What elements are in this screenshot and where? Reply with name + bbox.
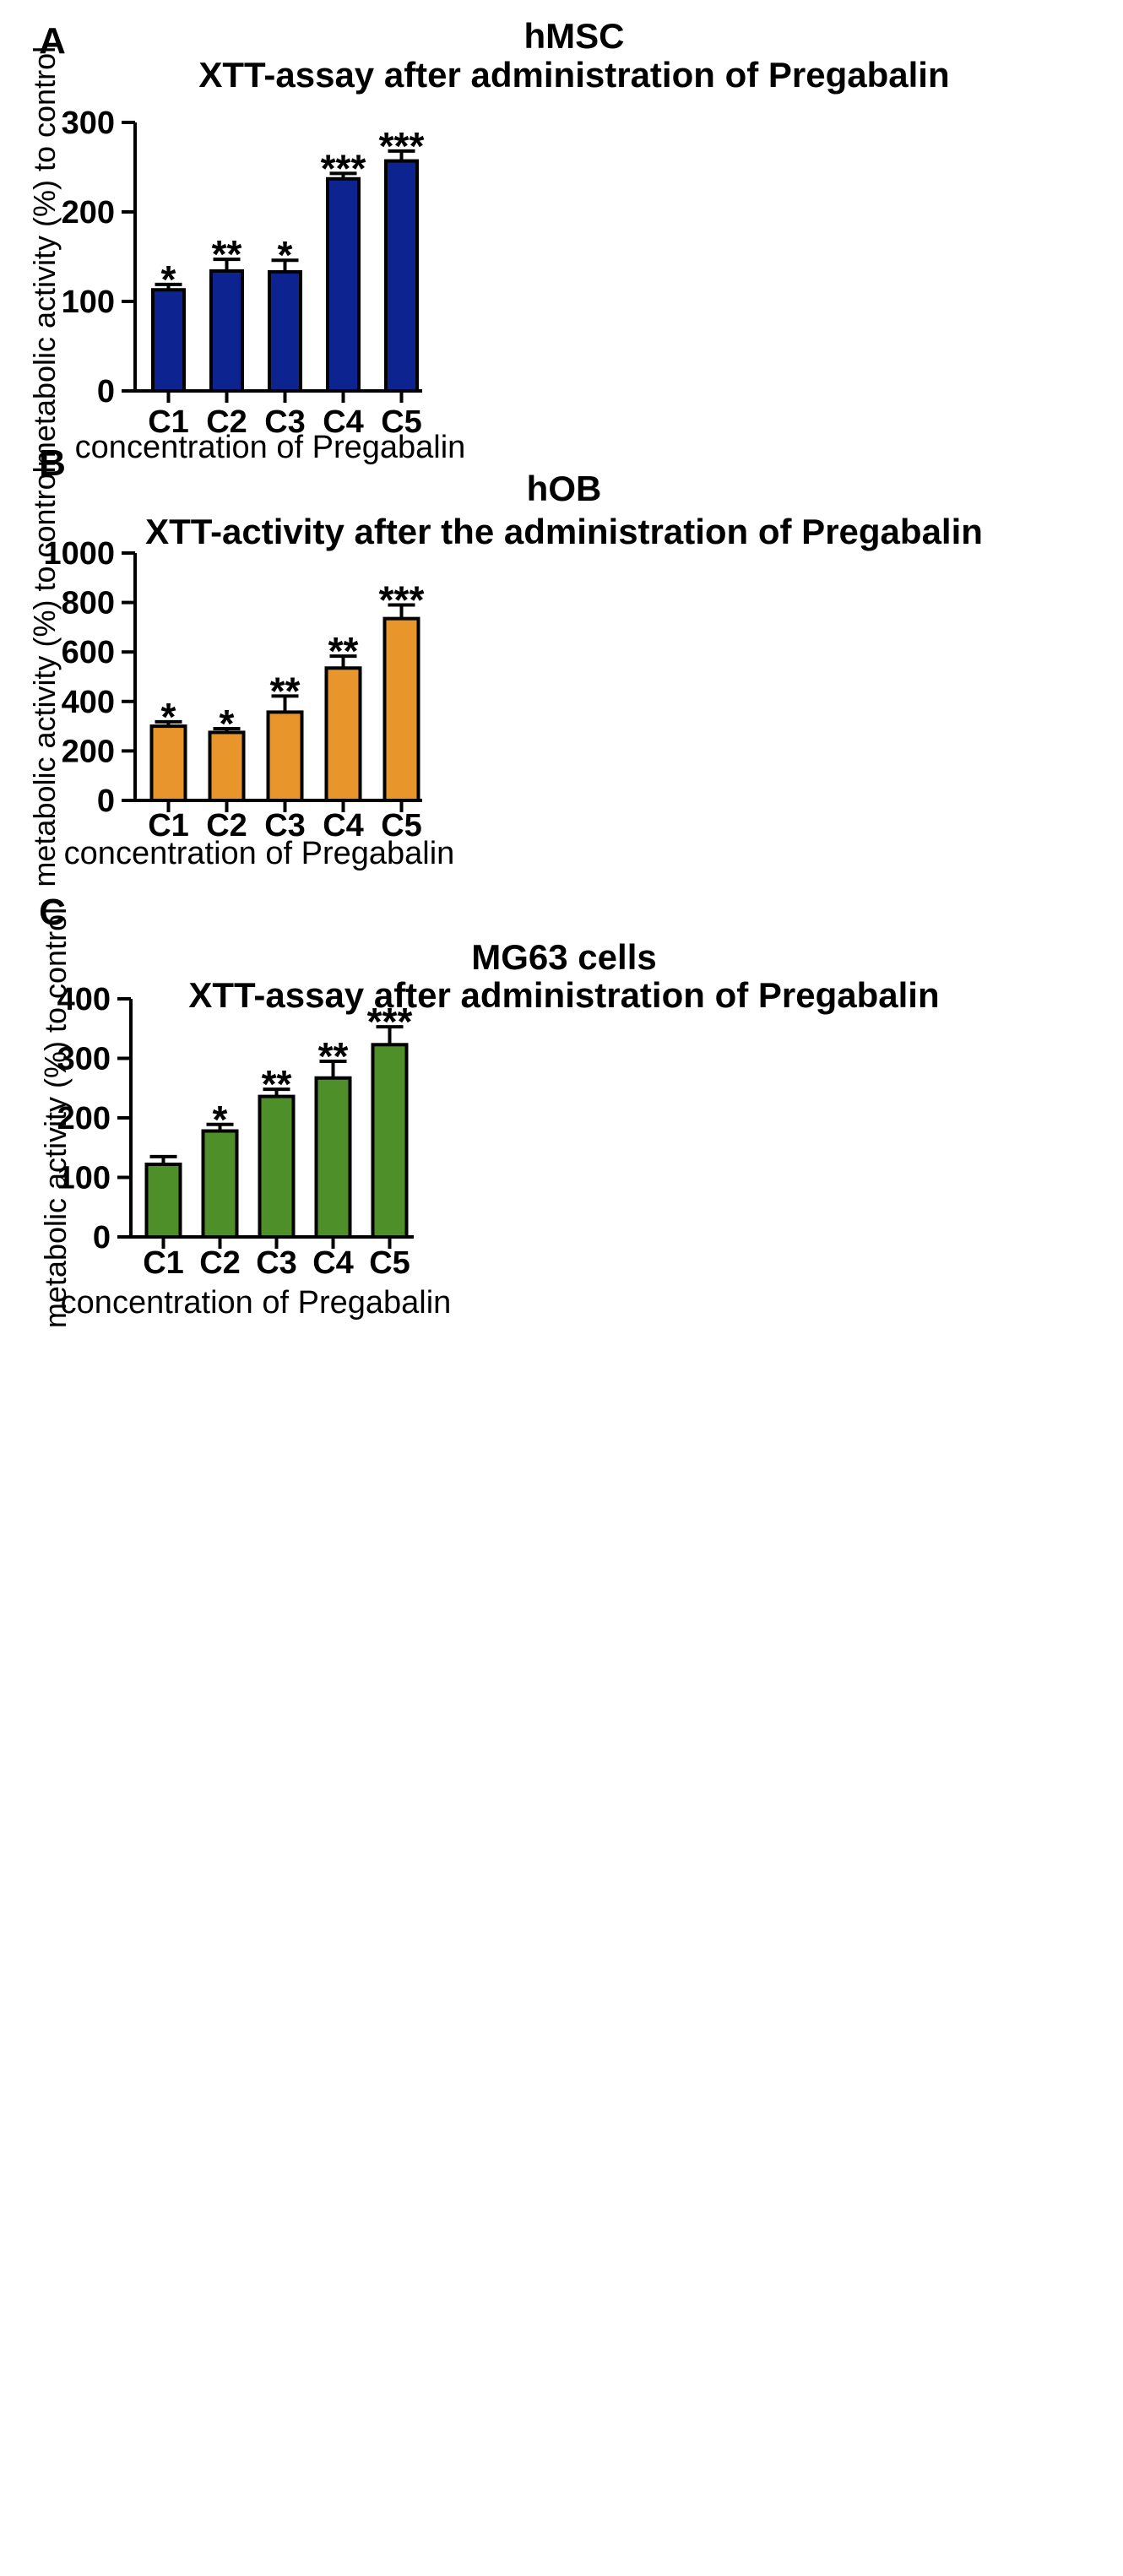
significance-label: *: [161, 258, 176, 301]
x-axis-label: concentration of Pregabalin: [64, 836, 455, 871]
chart-title-line2: XTT-activity after the administration of…: [145, 512, 983, 551]
x-category-label: C5: [381, 808, 422, 843]
bar-c2: [209, 268, 244, 393]
y-tick-label: 100: [57, 1161, 111, 1196]
y-axis-label: metabolic activity (%) to control: [38, 908, 73, 1328]
significance-label: **: [318, 1034, 349, 1078]
x-category-label: C3: [264, 404, 306, 440]
significance-label: **: [270, 669, 301, 713]
y-tick-label: 200: [62, 195, 115, 230]
x-category-label: C2: [206, 404, 247, 440]
bar-c2: [208, 730, 246, 802]
bar-c3: [266, 710, 304, 802]
bar-c4: [326, 176, 361, 393]
x-category-label: C4: [323, 404, 364, 440]
y-tick-label: 1000: [43, 536, 115, 572]
bar-c4: [314, 1076, 352, 1239]
bar-c2: [201, 1129, 239, 1239]
x-axis-label: concentration of Pregabalin: [75, 430, 466, 465]
significance-label: ***: [379, 578, 425, 622]
panel-letter: C: [39, 892, 66, 933]
y-tick-label: 0: [97, 374, 115, 409]
y-tick-label: 0: [93, 1220, 111, 1255]
significance-label: *: [220, 702, 235, 746]
x-axis-label: concentration of Pregabalin: [61, 1285, 452, 1321]
chart-title-line1: hOB: [527, 469, 602, 508]
y-tick-label: 200: [62, 734, 115, 769]
x-category-label: C2: [206, 808, 247, 843]
x-category-label: C3: [264, 808, 306, 843]
chart-title-line2: XTT-assay after administration of Pregab…: [198, 55, 949, 95]
y-tick-label: 0: [97, 784, 115, 819]
significance-label: *: [213, 1098, 228, 1142]
bar-c1: [151, 288, 186, 393]
significance-label: ***: [379, 124, 425, 168]
y-tick-label: 300: [62, 106, 115, 141]
bar-c4: [324, 666, 362, 802]
bar-c1: [144, 1162, 182, 1239]
y-tick-label: 800: [62, 586, 115, 621]
significance-label: **: [262, 1062, 292, 1106]
x-category-label: C5: [369, 1245, 410, 1281]
y-tick-label: 400: [57, 982, 111, 1017]
x-category-label: C2: [199, 1245, 241, 1281]
y-tick-label: 600: [62, 635, 115, 670]
significance-label: **: [328, 629, 359, 673]
chart-title-line1: hMSC: [524, 16, 625, 56]
bar-c3: [268, 270, 302, 393]
y-axis-label: metabolic activity (%) to control: [27, 466, 62, 887]
bar-c5: [382, 616, 420, 803]
significance-label: ***: [321, 146, 366, 190]
panel-letter: A: [39, 20, 66, 62]
x-category-label: C4: [312, 1245, 354, 1281]
significance-label: **: [212, 232, 242, 276]
x-category-label: C5: [381, 404, 422, 440]
y-tick-label: 400: [62, 685, 115, 720]
bar-c5: [371, 1043, 409, 1239]
x-category-label: C3: [256, 1245, 297, 1281]
panel-letter: B: [39, 442, 66, 484]
y-tick-label: 100: [62, 285, 115, 320]
significance-label: *: [278, 233, 293, 277]
significance-label: *: [161, 695, 176, 739]
y-axis-label: metabolic activity (%) to control: [27, 46, 62, 467]
x-category-label: C1: [143, 1245, 184, 1281]
bar-c5: [384, 159, 419, 393]
x-category-label: C4: [323, 808, 364, 843]
x-category-label: C1: [148, 404, 189, 440]
chart-title-line1: MG63 cells: [471, 937, 656, 977]
bar-c3: [258, 1094, 296, 1239]
y-tick-label: 200: [57, 1101, 111, 1136]
chart-title-line2: XTT-assay after administration of Pregab…: [188, 975, 939, 1015]
y-tick-label: 300: [57, 1042, 111, 1077]
significance-label: ***: [367, 1000, 413, 1044]
x-category-label: C1: [148, 808, 189, 843]
